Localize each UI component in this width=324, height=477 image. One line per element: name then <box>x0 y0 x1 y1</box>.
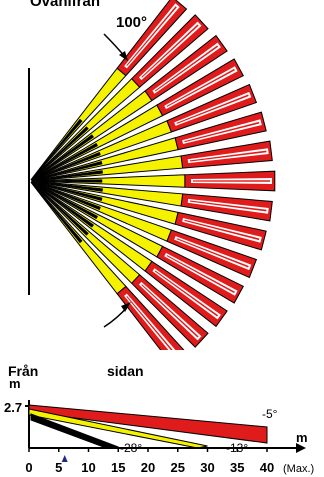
beam-12 <box>30 181 244 304</box>
beam-far-core <box>141 24 199 78</box>
beam-2 <box>30 14 209 181</box>
y-unit-label: m <box>9 376 21 391</box>
side-beam-angle-label: -5° <box>262 407 278 421</box>
beam-far-core <box>154 45 219 92</box>
x-tick-label: 0 <box>25 460 32 475</box>
beam-near-zone <box>31 160 103 181</box>
beam-near-zone <box>31 181 83 244</box>
x-tick-label: 30 <box>200 460 214 475</box>
x-tick-label: 20 <box>141 460 155 475</box>
beam-far-core <box>154 270 219 317</box>
beam-11 <box>30 181 258 279</box>
beam-far-core <box>184 121 260 143</box>
beam-far-core <box>189 150 267 162</box>
beam-6 <box>31 111 267 182</box>
beam-far-core <box>193 180 270 182</box>
side-view-label-side: sidan <box>107 363 144 379</box>
marker-triangle <box>61 455 68 462</box>
x-axis-arrowhead <box>296 443 306 453</box>
x-tick-label: 40 <box>260 460 274 475</box>
max-label: (Max.) <box>283 463 314 475</box>
beam-far-core <box>141 284 199 338</box>
beam-far-core <box>126 296 173 350</box>
beam-far-core <box>166 68 235 107</box>
top-view-fan <box>28 0 276 350</box>
fan-angle-label: 100° <box>116 14 148 31</box>
x-tick-label: 10 <box>81 460 95 475</box>
beam-far-core <box>189 200 267 212</box>
beam-7 <box>31 140 273 182</box>
beam-far-core <box>184 219 260 241</box>
beam-4 <box>30 58 244 181</box>
side-view-label-from: Från <box>8 363 39 379</box>
x-tick-label: 25 <box>171 460 185 475</box>
angle-arrowhead-bottom <box>121 302 131 312</box>
x-tick-label: 5 <box>55 460 62 475</box>
beam-15 <box>30 181 185 350</box>
y-value-label: 2.7 <box>4 400 22 415</box>
beam-far-core <box>176 94 249 124</box>
x-tick-label: 15 <box>111 460 125 475</box>
x-unit-label: m <box>296 430 308 445</box>
beam-3 <box>30 34 228 181</box>
beam-far-core <box>176 238 249 268</box>
angle-arrowhead-top <box>119 51 128 61</box>
beam-10 <box>31 180 267 251</box>
beam-1 <box>30 0 188 181</box>
top-view-title: Ovanifrån <box>30 0 101 10</box>
beam-far-core <box>126 6 177 66</box>
beam-13 <box>30 181 228 328</box>
beam-far-core <box>166 255 235 294</box>
beam-near-zone <box>31 179 103 183</box>
beam-14 <box>30 181 209 348</box>
beam-near-zone <box>31 181 103 202</box>
x-tick-label: 35 <box>230 460 244 475</box>
